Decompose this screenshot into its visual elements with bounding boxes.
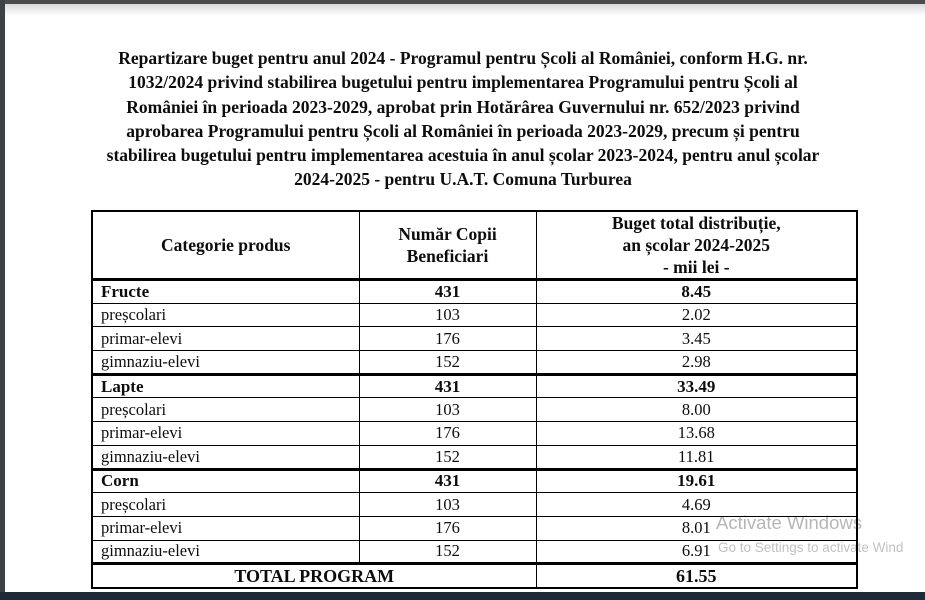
header-budget: Buget total distribuție, an școlar 2024-… [535, 210, 858, 280]
category-cell: primar-elevi [91, 326, 360, 352]
table-row-lapte: Lapte 431 33.49 [91, 372, 858, 399]
total-row: TOTAL PROGRAM 61.55 [91, 562, 858, 589]
table-row: gimnaziu-elevi 152 2.98 [91, 350, 858, 375]
budget-cell: 11.81 [535, 444, 858, 470]
table-row: gimnaziu-elevi 152 6.91 [91, 539, 858, 565]
category-cell: gimnaziu-elevi [91, 539, 360, 565]
table-row: primar-elevi 176 13.68 [91, 421, 858, 446]
category-cell: gimnaziu-elevi [91, 350, 360, 375]
count-cell: 176 [358, 421, 537, 446]
count-cell: 152 [358, 350, 537, 375]
document-title: Repartizare buget pentru anul 2024 - Pro… [106, 48, 820, 190]
count-cell: 431 [358, 372, 537, 399]
left-edge [0, 0, 5, 600]
category-cell: preșcolari [91, 492, 360, 517]
table-header-row: Categorie produs Număr Copii Beneficiari… [91, 210, 858, 280]
budget-table: Categorie produs Număr Copii Beneficiari… [91, 210, 858, 589]
count-cell: 431 [358, 467, 537, 494]
table-row: gimnaziu-elevi 152 11.81 [91, 444, 858, 470]
category-cell: gimnaziu-elevi [91, 444, 360, 470]
budget-cell: 4.69 [535, 492, 858, 517]
header-beneficiaries: Număr Copii Beneficiari [358, 210, 537, 280]
count-cell: 431 [358, 278, 537, 304]
budget-cell: 33.49 [535, 372, 858, 399]
budget-cell: 8.00 [535, 397, 858, 423]
header-category: Categorie produs [91, 210, 360, 280]
category-cell: preșcolari [91, 397, 360, 423]
category-cell: preșcolari [91, 302, 360, 328]
total-label-cell: TOTAL PROGRAM [91, 562, 537, 589]
count-cell: 103 [358, 397, 537, 423]
category-cell: primar-elevi [91, 421, 360, 446]
category-cell: primar-elevi [91, 515, 360, 541]
budget-cell: 3.45 [535, 326, 858, 352]
count-cell: 176 [358, 326, 537, 352]
table-row: preșcolari 103 2.02 [91, 302, 858, 328]
budget-cell: 19.61 [535, 467, 858, 494]
budget-cell: 8.45 [535, 278, 858, 304]
category-cell: Lapte [91, 372, 360, 399]
category-cell: Fructe [91, 278, 360, 304]
budget-cell: 8.01 [535, 515, 858, 541]
taskbar-edge [0, 592, 925, 600]
table-row: primar-elevi 176 8.01 [91, 515, 858, 541]
table-row-corn: Corn 431 19.61 [91, 467, 858, 494]
budget-cell: 6.91 [535, 539, 858, 565]
top-edge [0, 0, 925, 4]
table-row: preșcolari 103 4.69 [91, 492, 858, 517]
category-cell: Corn [91, 467, 360, 494]
budget-cell: 13.68 [535, 421, 858, 446]
table-row-fructe: Fructe 431 8.45 [91, 278, 858, 304]
budget-cell: 2.02 [535, 302, 858, 328]
table-row: primar-elevi 176 3.45 [91, 326, 858, 352]
count-cell: 152 [358, 444, 537, 470]
total-value-cell: 61.55 [535, 562, 858, 589]
budget-cell: 2.98 [535, 350, 858, 375]
count-cell: 103 [358, 492, 537, 517]
top-edge-fade [0, 4, 925, 16]
count-cell: 152 [358, 539, 537, 565]
count-cell: 103 [358, 302, 537, 328]
count-cell: 176 [358, 515, 537, 541]
table-row: preșcolari 103 8.00 [91, 397, 858, 423]
